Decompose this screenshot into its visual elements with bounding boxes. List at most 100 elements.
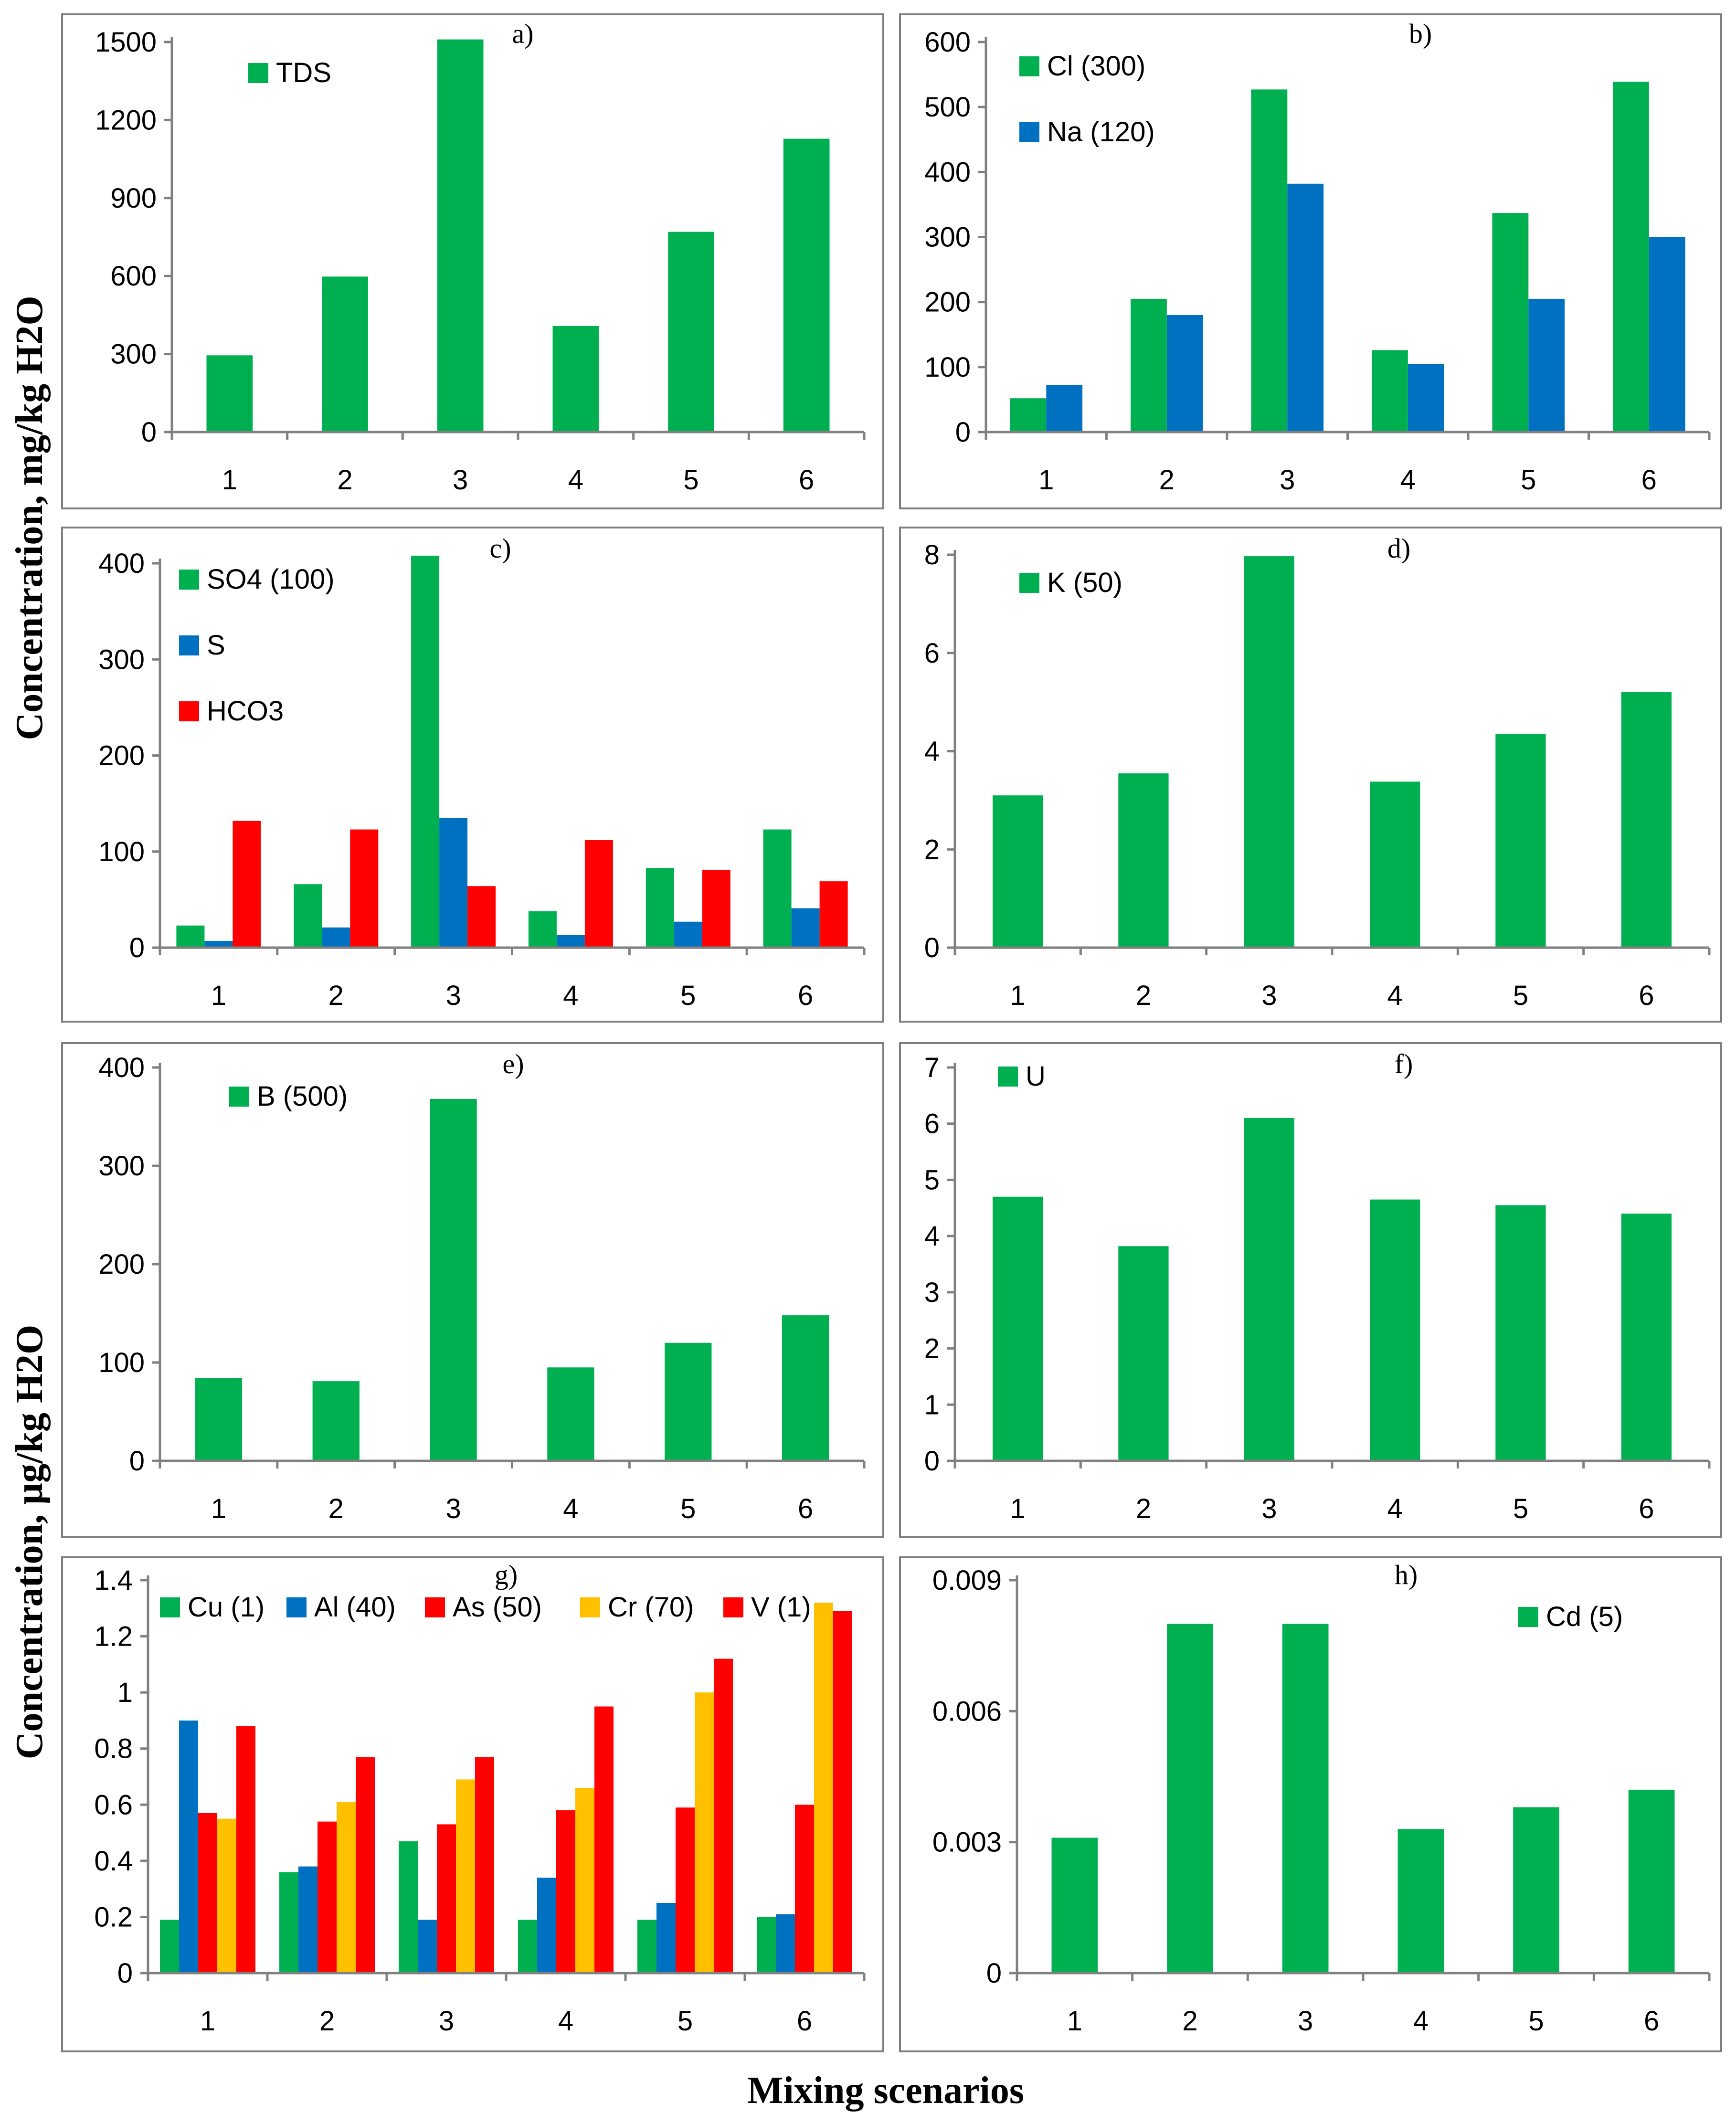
x-tick-label: 4 [1387, 980, 1403, 1011]
bar-so4-4 [528, 911, 557, 948]
bar-s-4 [556, 935, 585, 948]
bar-cu-5 [637, 1920, 656, 1973]
y-tick-label: 100 [98, 1347, 145, 1378]
x-tick-label: 5 [677, 2006, 693, 2037]
y-tick-label: 6 [924, 1109, 940, 1140]
y-tick-label: 200 [924, 287, 971, 318]
y-tick-label: 0.006 [932, 1696, 1002, 1727]
y-tick-label: 300 [98, 644, 145, 675]
x-tick-label: 5 [1521, 465, 1536, 496]
bar-na-2 [1166, 315, 1203, 432]
legend-label: S [207, 630, 225, 661]
y-tick-label: 0.003 [932, 1827, 1002, 1858]
y-tick-label: 0 [955, 417, 971, 448]
legend-swatch [248, 63, 268, 83]
legend-swatch [286, 1597, 307, 1617]
legend-swatch [1019, 573, 1039, 593]
bar-hco3-6 [819, 881, 848, 948]
y-tick-label: 3 [924, 1277, 940, 1308]
legend-swatch [179, 570, 199, 590]
x-tick-label: 4 [563, 1493, 578, 1524]
bar-v-6 [833, 1611, 852, 1973]
bar-b-1 [195, 1378, 243, 1461]
x-tick-label: 2 [1159, 465, 1175, 496]
bar-tds-2 [322, 276, 368, 432]
panel-tag: d) [1387, 533, 1410, 564]
y-tick-label: 300 [98, 1151, 145, 1182]
x-tick-label: 5 [1513, 980, 1528, 1011]
y-tick-label: 0.2 [94, 1901, 133, 1933]
x-tick-label: 3 [1280, 465, 1295, 496]
y-tick-label: 0 [924, 1446, 940, 1477]
y-tick-label: 900 [110, 183, 157, 214]
bar-na-1 [1046, 385, 1083, 432]
x-tick-label: 4 [568, 465, 583, 496]
bar-u-4 [1370, 1199, 1420, 1461]
legend-label: Cu (1) [188, 1592, 265, 1623]
chart-panel-f: 0 1 2 3 4 5 6 7 1 2 3 4 5 6 f) U [899, 1042, 1722, 1538]
bar-cd-5 [1513, 1807, 1559, 1973]
chart-panel-a: 0 300 600 900 1200 1500 1 2 3 4 5 6 a) TDS [61, 13, 884, 509]
legend-label: Cl (300) [1047, 51, 1145, 82]
bar-s-5 [674, 921, 702, 948]
x-tick-label: 2 [337, 465, 352, 496]
legend-swatch [229, 1087, 249, 1107]
bar-na-4 [1408, 364, 1444, 432]
legend-swatch [160, 1597, 180, 1617]
x-tick-label: 5 [680, 980, 696, 1011]
bar-tds-5 [668, 232, 714, 432]
bar-k-1 [993, 795, 1043, 948]
panel-tag: e) [502, 1048, 524, 1079]
bar-as-4 [556, 1810, 575, 1973]
bar-cr-6 [814, 1603, 833, 1973]
x-tick-label: 3 [453, 465, 468, 496]
legend-swatch [1518, 1607, 1538, 1627]
y-tick-label: 1500 [95, 27, 157, 58]
x-tick-label: 6 [1641, 465, 1657, 496]
y-tick-label: 400 [98, 1052, 145, 1083]
x-tick-label: 2 [1182, 2006, 1197, 2037]
bar-cr-5 [695, 1692, 714, 1973]
bar-as-2 [318, 1821, 337, 1973]
bar-hco3-1 [233, 821, 261, 948]
x-tick-label: 3 [445, 1493, 461, 1524]
y-tick-label: 2 [924, 834, 940, 865]
bar-cl-2 [1131, 298, 1167, 432]
y-tick-label: 1 [924, 1389, 940, 1420]
panel-tag: h) [1395, 1559, 1418, 1590]
legend-swatch [723, 1597, 743, 1617]
x-tick-label: 5 [1528, 2006, 1544, 2037]
bar-hco3-2 [350, 829, 379, 948]
bar-al-5 [656, 1903, 676, 1973]
x-tick-label: 3 [445, 980, 461, 1011]
y-tick-label: 1.2 [94, 1621, 133, 1652]
x-tick-label: 4 [558, 2006, 573, 2037]
x-tick-label: 6 [798, 980, 813, 1011]
bar-b-5 [665, 1342, 712, 1461]
bar-cl-4 [1372, 350, 1408, 432]
legend-label: Cr (70) [608, 1592, 694, 1623]
bar-k-3 [1244, 556, 1294, 948]
y-tick-label: 100 [924, 352, 971, 383]
x-tick-label: 1 [1010, 980, 1026, 1011]
bar-cr-1 [217, 1818, 236, 1973]
y-tick-label: 0.6 [94, 1789, 133, 1820]
y-tick-label: 1.4 [94, 1565, 133, 1596]
x-tick-label: 3 [1261, 980, 1277, 1011]
bar-cu-1 [160, 1920, 179, 1973]
x-tick-label: 2 [1136, 980, 1151, 1011]
bar-s-1 [204, 940, 233, 948]
y-axis-title-mg: Concentration, mg/kg H2O [9, 296, 51, 740]
x-tick-label: 3 [1298, 2006, 1313, 2037]
y-tick-label: 0.8 [94, 1733, 133, 1764]
bar-cu-3 [399, 1841, 418, 1973]
bar-al-6 [776, 1914, 795, 1973]
y-tick-label: 2 [924, 1333, 940, 1364]
x-tick-label: 3 [1261, 1493, 1277, 1524]
legend-swatch [425, 1597, 445, 1617]
bar-hco3-3 [467, 886, 496, 948]
x-tick-label: 6 [797, 2006, 812, 2037]
legend-label: Al (40) [314, 1592, 396, 1623]
bar-al-4 [537, 1878, 556, 1973]
chart-panel-b: 0 100 200 300 400 500 600 1 2 3 4 5 6 b) Cl (300) Na (1… [899, 13, 1722, 509]
